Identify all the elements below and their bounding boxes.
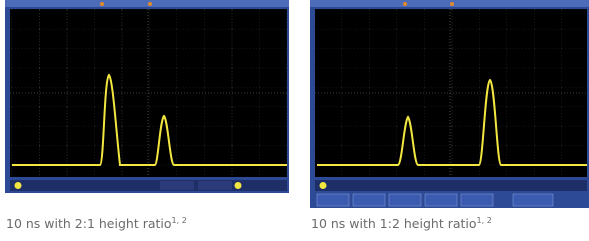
figure-page: 10 ns with 2:1 height ratio1, 2 10 ns wi… (0, 0, 589, 241)
caption-text: 10 ns with 2:1 height ratio (6, 216, 172, 231)
caption-superscript: 1, 2 (477, 216, 492, 225)
caption-superscript: 1, 2 (172, 216, 187, 225)
caption: 10 ns with 1:2 height ratio1, 2 (311, 216, 492, 231)
caption: 10 ns with 2:1 height ratio1, 2 (6, 216, 187, 231)
caption-text: 10 ns with 1:2 height ratio (311, 216, 477, 231)
scope-screenshots (0, 0, 589, 241)
scope-right (310, 0, 589, 208)
scope-left (5, 0, 289, 193)
